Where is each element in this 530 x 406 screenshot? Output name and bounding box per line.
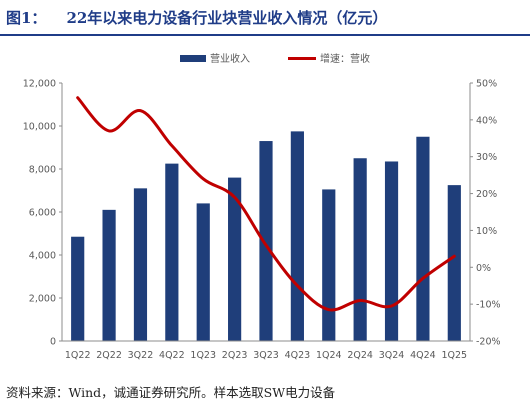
bar-3Q24 (384, 161, 399, 341)
y-left-tick-label: 12,000 (23, 79, 56, 90)
x-tick-label: 1Q23 (190, 350, 216, 361)
y-right-tick-label: -20% (476, 337, 501, 348)
source-note: 资料来源：Wind，诚通证券研究所。样本选取SW电力设备 (6, 385, 336, 400)
y-right-tick-label: 50% (476, 79, 497, 90)
legend-label-growth: 增速：营收 (320, 52, 370, 65)
figure-title: 22年以来电力设备行业块营业收入情况（亿元） (66, 8, 388, 27)
x-tick-label: 3Q23 (253, 350, 279, 361)
x-tick-label: 4Q23 (285, 350, 311, 361)
y-right-tick-label: 40% (476, 115, 497, 126)
legend-swatch-revenue (180, 55, 206, 62)
x-tick-label: 3Q22 (128, 350, 154, 361)
bar-3Q23 (259, 141, 273, 341)
legend-label-revenue: 营业收入 (210, 52, 250, 65)
figure-label: 图1： (6, 8, 47, 27)
bar-4Q23 (290, 131, 304, 341)
y-right-tick-label: -10% (476, 300, 501, 311)
y-left-tick-label: 2,000 (29, 294, 56, 305)
y-left-tick-label: 4,000 (29, 251, 56, 262)
x-tick-label: 2Q24 (347, 350, 373, 361)
bar-2Q24 (353, 158, 367, 341)
y-axis-left: 0 2,000 4,000 6,000 8,000 10,000 12,000 (23, 79, 62, 348)
bar-2Q22 (102, 209, 116, 341)
bar-4Q24 (416, 136, 430, 341)
bar-3Q22 (133, 188, 148, 341)
y-left-tick-label: 6,000 (29, 208, 56, 219)
bar-1Q24 (322, 189, 336, 341)
bar-1Q25 (447, 185, 461, 341)
y-left-tick-label: 0 (50, 337, 56, 348)
x-tick-label: 4Q22 (159, 350, 185, 361)
y-right-tick-label: 0% (476, 263, 491, 274)
bar-series (71, 131, 461, 341)
y-right-tick-label: 30% (476, 152, 497, 163)
y-left-tick-label: 8,000 (29, 165, 56, 176)
y-right-tick-label: 10% (476, 226, 497, 237)
x-axis: 1Q22 2Q22 3Q22 4Q22 1Q23 2Q23 3Q23 4Q23 1Q24 2Q24… (65, 350, 467, 361)
chart-legend: 营业收入 增速：营收 (180, 52, 370, 65)
figure-header: 图1： 22年以来电力设备行业块营业收入情况（亿元） (0, 0, 530, 36)
line-series (76, 96, 456, 312)
x-tick-label: 1Q22 (65, 350, 91, 361)
bar-4Q22 (165, 163, 179, 341)
x-tick-label: 1Q25 (441, 350, 467, 361)
revenue-chart: 营业收入 增速：营收 0 2,000 4,000 6,000 8,000 10,000 12… (23, 52, 501, 361)
x-tick-label: 1Q24 (316, 350, 342, 361)
y-left-tick-label: 10,000 (23, 122, 56, 133)
growth-line (76, 96, 456, 312)
x-tick-label: 4Q24 (410, 350, 436, 361)
bar-1Q22 (71, 236, 85, 341)
y-axis-right: -20% -10% 0% 10% 20% 30% 40% 50% (470, 79, 501, 348)
bar-2Q23 (228, 177, 242, 341)
bar-1Q23 (196, 203, 210, 341)
y-right-tick-label: 20% (476, 189, 497, 200)
x-tick-label: 2Q22 (96, 350, 122, 361)
x-tick-label: 3Q24 (379, 350, 405, 361)
x-tick-label: 2Q23 (222, 350, 248, 361)
